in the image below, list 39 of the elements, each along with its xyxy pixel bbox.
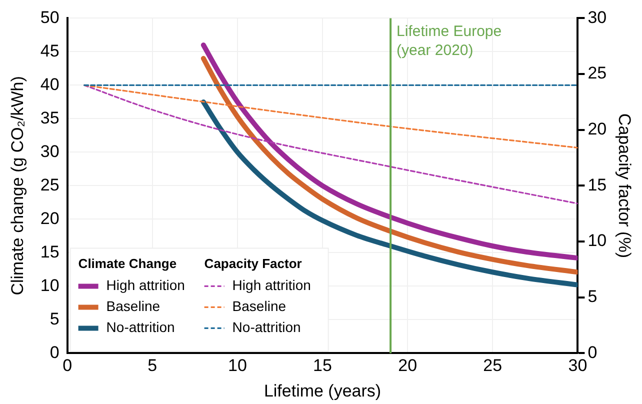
y2-tick-label: 25 bbox=[588, 64, 607, 83]
y-tick-label: 10 bbox=[40, 276, 60, 295]
line-series bbox=[84, 84, 578, 204]
y-tick-label: 25 bbox=[40, 175, 60, 194]
x-tick-label: 5 bbox=[148, 356, 158, 376]
y-tick-label: 35 bbox=[40, 108, 60, 128]
text: Capacity Factor bbox=[204, 256, 302, 271]
y-tick-label: 20 bbox=[40, 208, 60, 228]
legend-label: No-attrition bbox=[232, 319, 301, 336]
y2-tick-label: 0 bbox=[588, 342, 598, 362]
y2-tick-label: 20 bbox=[588, 120, 607, 139]
y-axis-title: Climate change (g CO₂/kWh) bbox=[8, 76, 27, 296]
text: Climate Change bbox=[78, 256, 177, 271]
line-series bbox=[84, 84, 578, 149]
legend-label: No-attrition bbox=[106, 319, 175, 336]
y2-tick-label: 15 bbox=[588, 175, 607, 194]
x-tick-label: 15 bbox=[313, 356, 332, 376]
y-tick-label: 30 bbox=[40, 142, 60, 161]
legend-label: High attrition bbox=[106, 277, 185, 294]
y2-tick-label: 30 bbox=[588, 8, 607, 27]
y-tick-label: 50 bbox=[40, 8, 60, 27]
ref-line-label: Lifetime Europe (year 2020) bbox=[396, 22, 502, 59]
y2-tick-label: 10 bbox=[588, 231, 607, 250]
legend-label: Baseline bbox=[106, 298, 160, 314]
y-tick-label: 40 bbox=[40, 74, 60, 94]
x-tick-label: 20 bbox=[398, 356, 418, 376]
x-tick-label: 10 bbox=[228, 356, 247, 376]
legend-label: High attrition bbox=[232, 277, 311, 294]
y-tick-label: 5 bbox=[50, 309, 60, 328]
y-tick-label: 0 bbox=[50, 342, 60, 362]
x-axis-title: Lifetime (years) bbox=[264, 381, 382, 400]
x-tick-label: 0 bbox=[62, 356, 72, 376]
y2-axis-title: Capacity factor (%) bbox=[615, 113, 634, 258]
x-tick-label: 30 bbox=[568, 356, 588, 376]
legend-label: Baseline bbox=[232, 298, 286, 314]
y-tick-label: 15 bbox=[40, 242, 60, 262]
y2-tick-label: 5 bbox=[588, 287, 598, 306]
x-tick-label: 25 bbox=[483, 356, 502, 376]
y-tick-label: 45 bbox=[40, 41, 60, 60]
